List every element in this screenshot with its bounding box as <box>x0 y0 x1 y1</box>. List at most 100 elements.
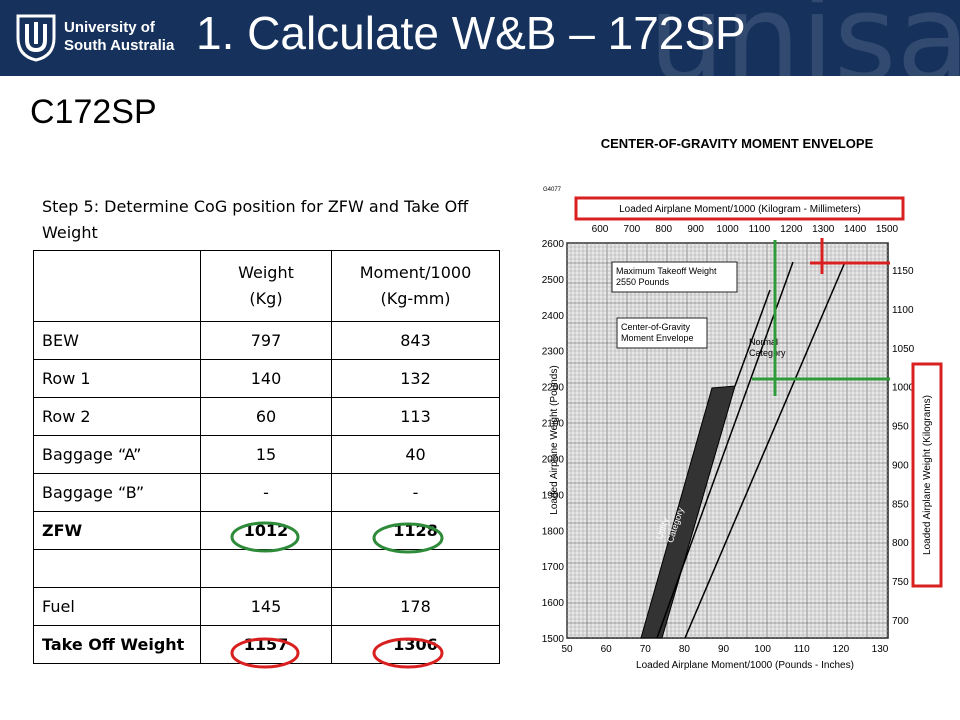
tick-label: 1600 <box>542 598 565 609</box>
tick-label: 100 <box>754 644 771 655</box>
tick-label: 950 <box>892 422 909 433</box>
tick-label: 2000 <box>542 454 565 465</box>
tick-label: 600 <box>592 224 609 235</box>
tick-label: 2100 <box>542 419 565 430</box>
table-row: Take Off Weight 1157 1306 <box>33 625 500 664</box>
logo-icon <box>16 14 56 62</box>
tick-label: 90 <box>718 644 730 655</box>
tick-label: 1100 <box>749 224 771 235</box>
axis-label: Loaded Airplane Weight (Kilograms) <box>922 395 933 555</box>
header-bar: unisa University of South Australia 1. C… <box>0 0 960 76</box>
tick-label: 70 <box>640 644 652 655</box>
tick-label: 2600 <box>542 239 565 250</box>
annotation: Moment Envelope <box>621 333 694 343</box>
ellipses <box>230 521 444 669</box>
table-cell: BEW <box>33 321 201 360</box>
logo-text: University of <box>64 19 155 36</box>
table-cell: 843 <box>331 321 500 360</box>
tick-label: 1700 <box>542 562 565 573</box>
table-cell: Take Off Weight <box>33 625 201 664</box>
table-cell: 178 <box>331 587 500 626</box>
table-cell: 1157 <box>200 625 332 664</box>
tick-label: 800 <box>655 224 672 235</box>
tick-label: 1100 <box>892 305 914 316</box>
header-cell: Weight (Kg) <box>200 250 332 322</box>
watermark: unisa <box>648 0 960 76</box>
tick-label: 900 <box>892 460 909 471</box>
tick-label: 1200 <box>780 224 803 235</box>
table-cell: - <box>200 473 332 512</box>
tick-label: 50 <box>561 644 573 655</box>
tick-label: 1500 <box>876 224 899 235</box>
tick-label: 60 <box>601 644 613 655</box>
figure-id: G4077 <box>543 187 562 193</box>
axis-label: Loaded Airplane Weight (Pounds) <box>549 365 560 514</box>
tick-label: 1500 <box>542 634 565 645</box>
table-cell: 113 <box>331 397 500 436</box>
tick-label: 750 <box>892 577 909 588</box>
tick-label: 80 <box>679 644 691 655</box>
tick-label: 900 <box>687 224 704 235</box>
annotation-box <box>611 261 738 293</box>
tick-label: 850 <box>892 499 909 510</box>
slide-title: 1. Calculate W&B – 172SP <box>196 7 746 59</box>
tick-label: 1000 <box>892 383 915 394</box>
tick-label: 800 <box>892 538 909 549</box>
table-cell: 1012 <box>200 511 332 550</box>
envelope-line <box>656 261 794 639</box>
annotation: Category <box>749 348 786 358</box>
table-row: BEW 797 843 <box>33 321 500 360</box>
axis-label: Loaded Airplane Moment/1000 (Pounds - In… <box>636 660 854 671</box>
table-cell: ZFW <box>33 511 201 550</box>
annotation: Center-of-Gravity <box>621 322 691 332</box>
header-text: Weight (Kg) <box>238 263 294 308</box>
envelope-line <box>734 289 771 387</box>
tick-label: 1150 <box>892 266 914 277</box>
table-cell: 145 <box>200 587 332 626</box>
highlight-box <box>911 362 943 588</box>
table-cell: Fuel <box>33 587 201 626</box>
annotation: Maximum Takeoff Weight <box>616 266 717 276</box>
tick-label: 2500 <box>542 275 565 286</box>
table-cell <box>331 549 500 588</box>
tick-label: 2300 <box>542 347 565 358</box>
tick-label: 1900 <box>542 490 565 501</box>
tick-label: 1400 <box>844 224 867 235</box>
table-row: ZFW 1012 1128 <box>33 511 500 550</box>
envelope-line <box>684 261 846 639</box>
table-cell: 1306 <box>331 625 500 664</box>
tick-label: 1800 <box>542 526 565 537</box>
highlight-box <box>574 196 905 221</box>
annotation: Normal <box>749 337 778 347</box>
tick-label: 1000 <box>716 224 739 235</box>
axis-label: Loaded Airplane Moment/1000 (Kilogram - … <box>619 204 861 215</box>
table-cell: Baggage “A” <box>33 435 201 474</box>
tick-label: 110 <box>794 644 810 655</box>
header-text: Moment/1000 (Kg-mm) <box>359 263 472 308</box>
header-cell <box>33 250 201 322</box>
table-cell: Row 2 <box>33 397 201 436</box>
annotation-box <box>616 317 708 349</box>
table-row <box>33 549 500 588</box>
table-row: Baggage “B” - - <box>33 473 500 512</box>
tick-label: 2200 <box>542 383 565 394</box>
tick-label: 700 <box>624 224 641 235</box>
step-text: Step 5: Determine CoG position for ZFW a… <box>42 197 469 242</box>
tick-label: 120 <box>833 644 850 655</box>
header-cell: Moment/1000 (Kg-mm) <box>331 250 500 322</box>
table-row: Fuel 145 178 <box>33 587 500 626</box>
tick-label: 130 <box>872 644 889 655</box>
logo-text: South Australia <box>64 37 175 54</box>
tick-label: 2400 <box>542 311 565 322</box>
subtitle: C172SP <box>30 93 157 131</box>
tick-label: 1050 <box>892 344 915 355</box>
table-cell: Baggage “B” <box>33 473 201 512</box>
header-row: Weight (Kg) Moment/1000 (Kg-mm) <box>33 250 500 322</box>
table-cell: 140 <box>200 359 332 398</box>
wb-table: Weight (Kg) Moment/1000 (Kg-mm) BEW 797 843 R… <box>33 250 500 664</box>
tick-label: 1300 <box>812 224 835 235</box>
chart-title: CENTER-OF-GRAVITY MOMENT ENVELOPE <box>601 136 874 151</box>
tick-label: 700 <box>892 616 909 627</box>
